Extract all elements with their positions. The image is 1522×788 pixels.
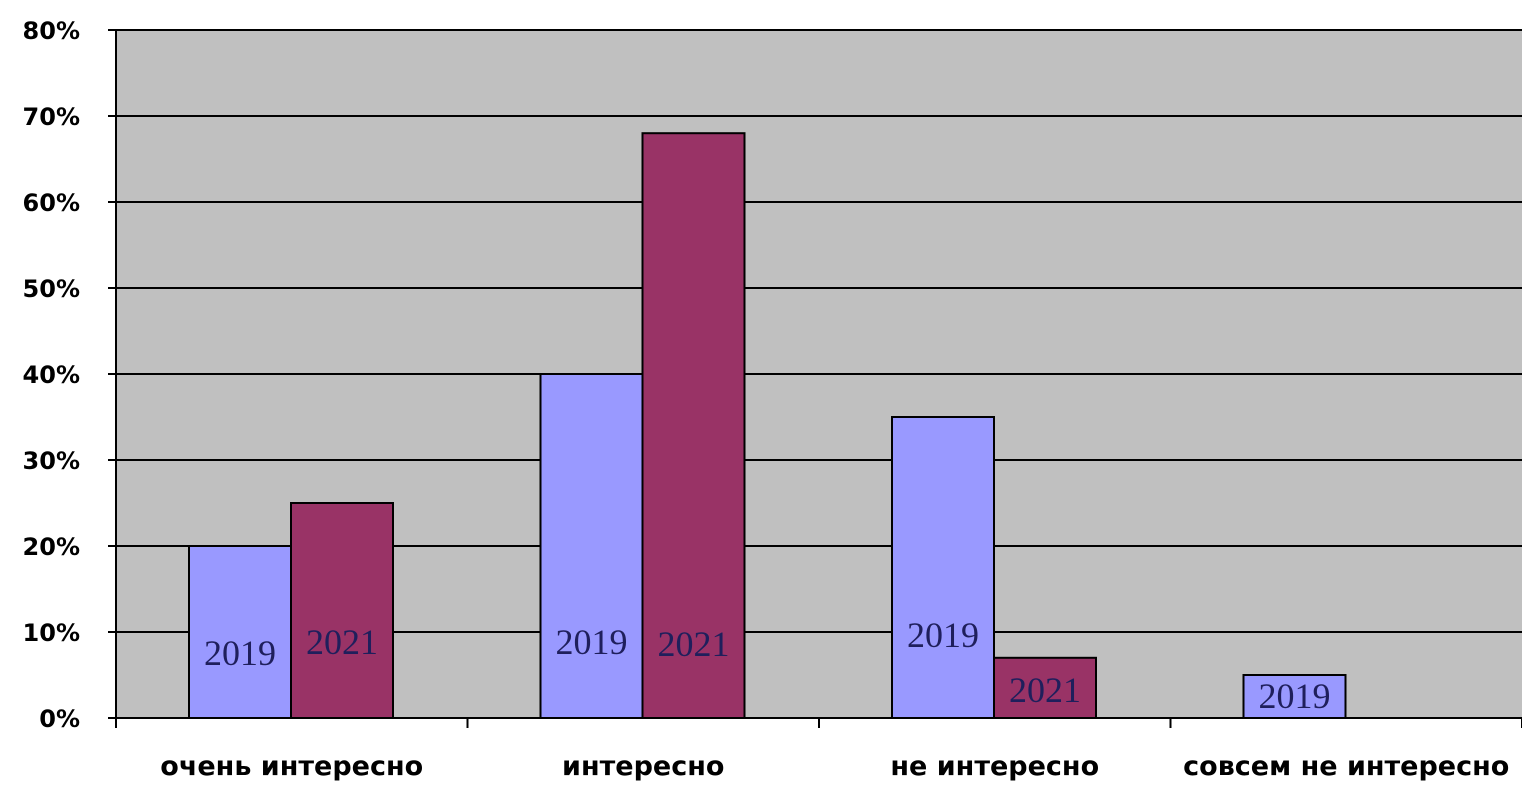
bar-2019-0 <box>188 545 292 719</box>
bar-2021-0 <box>290 502 394 719</box>
x-category-label: совсем не интересно <box>1183 751 1509 782</box>
data-label: 2021 <box>306 622 378 662</box>
bar-2021-2 <box>993 656 1097 719</box>
data-label: 2019 <box>204 633 276 673</box>
y-tick-label: 40% <box>23 361 80 389</box>
data-label: 2021 <box>1009 670 1081 710</box>
x-category-label: очень интересно <box>160 751 423 782</box>
x-category-label: не интересно <box>890 751 1099 782</box>
bar-2021-1 <box>641 132 746 719</box>
data-label: 2021 <box>658 624 730 664</box>
y-tick-label: 80% <box>23 17 80 45</box>
y-tick-label: 60% <box>23 189 80 217</box>
bar-2019-2 <box>891 416 995 719</box>
y-tick-label: 0% <box>39 705 80 733</box>
bar-2019-3 <box>1242 674 1347 719</box>
y-tick-label: 50% <box>23 275 80 303</box>
data-label: 2019 <box>1259 676 1331 716</box>
y-tick-label: 30% <box>23 447 80 475</box>
y-tick-label: 10% <box>23 619 80 647</box>
x-category-label: интересно <box>562 751 724 782</box>
data-label: 2019 <box>907 615 979 655</box>
y-tick-label: 20% <box>23 533 80 561</box>
y-tick-label: 70% <box>23 103 80 131</box>
bar-2019-1 <box>539 373 644 719</box>
data-label: 2019 <box>556 622 628 662</box>
